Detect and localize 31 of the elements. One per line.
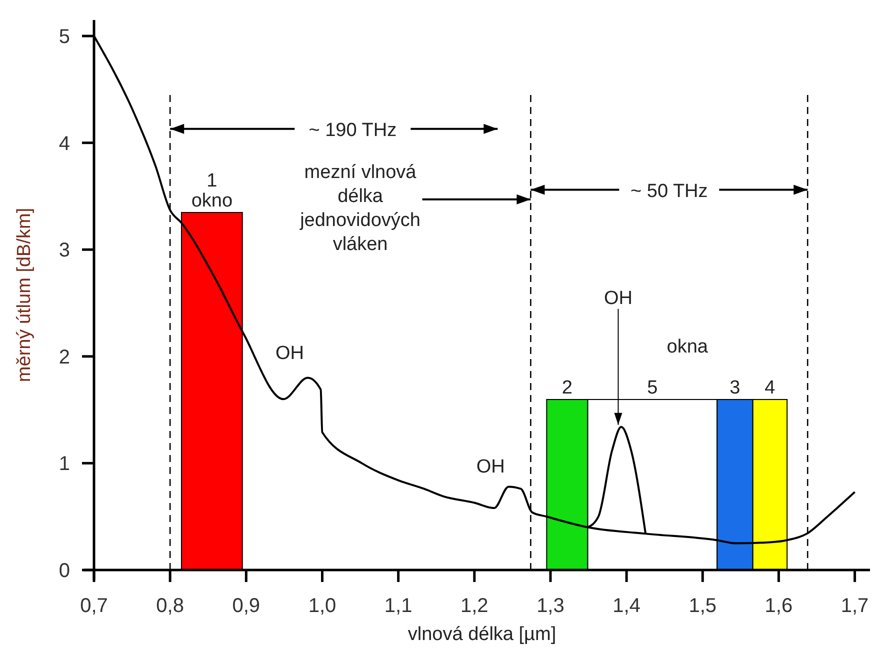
annotation: OH <box>276 342 304 364</box>
x-tick-label: 0,8 <box>156 595 184 617</box>
y-tick-label: 2 <box>58 346 70 368</box>
annotation: okna <box>666 336 708 358</box>
x-tick-label: 1,1 <box>384 595 412 617</box>
y-tick-label: 1 <box>58 453 70 476</box>
x-axis-title: vlnová délka [µm] <box>408 624 556 645</box>
y-tick-label: 4 <box>58 132 70 155</box>
x-tick-label: 1,4 <box>612 595 640 617</box>
annotation: mezní vlnová délka jednovidových vláken <box>299 162 420 255</box>
x-tick-label: 1,6 <box>764 595 793 617</box>
band-label: 2 <box>562 378 572 398</box>
x-tick-label: 1,5 <box>688 595 717 617</box>
y-tick-label: 5 <box>58 26 70 48</box>
x-tick-label: 1,3 <box>536 595 564 617</box>
x-tick-label: 1,7 <box>840 595 869 617</box>
x-tick-label: 0,7 <box>80 595 108 617</box>
y-tick-label: 0 <box>58 560 70 582</box>
annotation: OH <box>604 288 632 309</box>
annotation: OH <box>476 456 505 478</box>
x-tick-label: 0,9 <box>232 595 260 617</box>
y-axis-title: měrný útlum [dB/km] <box>14 208 35 382</box>
annotation: ~ 190 THz <box>308 120 397 141</box>
annotation: ~ 50 THz <box>630 180 708 202</box>
band-label: 4 <box>764 378 776 398</box>
x-tick-label: 1,0 <box>308 595 336 617</box>
x-tick-label: 1,2 <box>460 595 488 617</box>
band-label: 1 okno <box>191 170 233 212</box>
band-label: 5 <box>647 378 658 398</box>
y-tick-label: 3 <box>58 240 70 262</box>
band-label: 3 <box>730 378 740 398</box>
